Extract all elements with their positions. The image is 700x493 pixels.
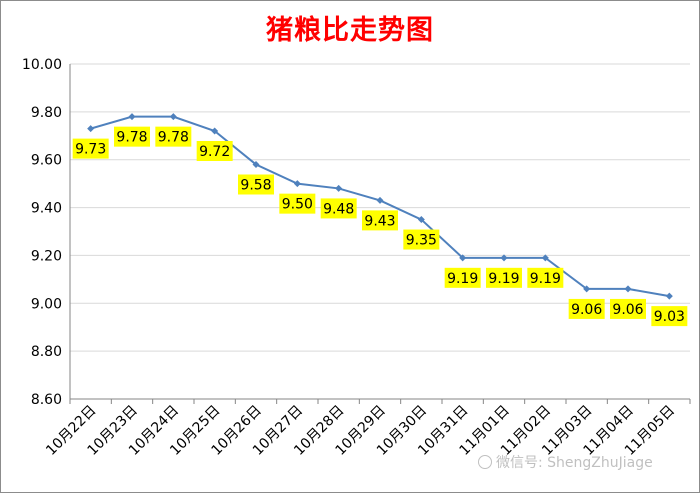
data-label-bg <box>527 267 564 288</box>
data-label-bg <box>486 267 522 288</box>
data-label: 9.73 <box>75 142 106 158</box>
data-point <box>624 285 632 293</box>
data-label: 9.35 <box>406 233 437 249</box>
data-point <box>87 125 95 133</box>
watermark: 微信号: ShengZhuJiage <box>478 452 653 472</box>
data-label-bg <box>444 267 481 288</box>
data-point <box>335 184 343 192</box>
data-label-bg <box>72 138 109 159</box>
data-label: 9.06 <box>612 302 643 318</box>
y-tick-label: 9.80 <box>31 105 62 121</box>
data-label-bg <box>238 174 274 195</box>
data-point <box>459 254 467 262</box>
data-label: 9.58 <box>240 178 271 194</box>
data-label-bg <box>568 298 605 319</box>
data-point <box>211 127 219 135</box>
data-label: 9.48 <box>323 201 354 217</box>
data-label-bg <box>362 210 398 231</box>
data-label: 9.19 <box>447 271 478 287</box>
data-point <box>128 113 136 121</box>
data-label-bg <box>651 306 688 327</box>
data-point <box>252 161 260 168</box>
data-label: 9.03 <box>654 309 685 325</box>
data-label: 9.19 <box>488 271 519 287</box>
data-label-bg <box>155 126 192 147</box>
data-label-bg <box>279 193 316 214</box>
data-label-bg <box>114 126 150 147</box>
data-point <box>169 113 177 121</box>
data-label-bg <box>403 229 440 250</box>
data-point <box>541 254 549 262</box>
data-point <box>376 196 384 204</box>
data-point <box>665 292 673 300</box>
data-label: 9.78 <box>158 130 189 146</box>
y-tick-label: 9.00 <box>31 296 62 312</box>
y-tick-label: 10.00 <box>22 57 62 73</box>
data-label: 9.50 <box>282 197 313 213</box>
data-point <box>583 285 591 293</box>
y-tick-label: 8.60 <box>31 392 62 408</box>
data-point <box>417 216 425 224</box>
data-label: 9.43 <box>364 213 395 229</box>
y-tick-label: 9.40 <box>31 201 62 217</box>
data-point <box>293 180 301 188</box>
wechat-icon <box>478 455 492 469</box>
data-label-bg <box>196 141 233 161</box>
data-label: 9.06 <box>571 302 602 318</box>
data-point <box>500 254 508 262</box>
data-label: 9.19 <box>530 271 561 287</box>
y-tick-label: 9.20 <box>31 248 62 264</box>
chart-title: 猪粮比走势图 <box>266 15 434 46</box>
data-label: 9.72 <box>199 144 230 160</box>
y-tick-label: 8.80 <box>31 344 62 360</box>
y-tick-label: 9.60 <box>31 153 62 169</box>
watermark-text: 微信号: ShengZhuJiage <box>496 455 653 471</box>
data-label-bg <box>320 198 357 219</box>
data-label: 9.78 <box>116 130 147 146</box>
data-label-bg <box>610 298 646 319</box>
